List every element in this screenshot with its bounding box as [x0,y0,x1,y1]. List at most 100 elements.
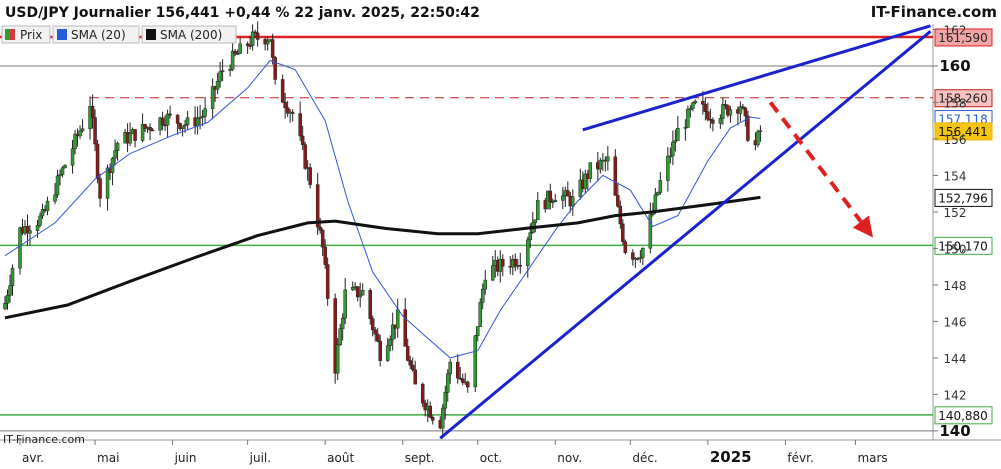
candle-body [255,32,260,40]
candle-body [658,180,663,193]
candle-body [403,309,407,347]
candle-body [98,178,102,199]
candle-body [583,173,588,189]
legend-swatch-prix-down [10,29,15,40]
candle-body [385,345,390,361]
sma200-line [4,195,761,320]
candle-body [553,200,558,203]
badge-box-1 [934,89,993,108]
candle-body [631,252,635,260]
candle-body [105,167,110,199]
candle-body [143,124,147,129]
candle-body [548,190,553,203]
candle-body [303,144,307,169]
candle-body [410,364,415,371]
candle-body [10,267,15,287]
candle-body [443,392,447,409]
legend-swatch-prix-up [5,29,10,40]
trendline-1 [582,24,931,132]
candle-body [481,288,485,303]
candle-body [285,107,290,114]
candle-body [395,309,400,329]
candle-body [430,417,435,421]
candle-body [228,68,232,71]
candle-body [160,117,165,126]
price-candles [3,21,763,439]
badge-label-3: 156,441 [938,125,988,139]
candle-body [448,361,452,375]
candle-body [325,264,330,299]
y-tick-label-140: 140 [939,422,970,440]
candle-body [571,196,575,207]
candle-body [723,104,728,106]
candle-body [738,106,743,114]
legend-label-prix: Prix [20,28,42,42]
y-tick-label-152: 152 [944,206,967,220]
candle-body [743,107,748,117]
candle-body [440,407,445,429]
candle-body [358,294,362,298]
candle-body [200,116,205,118]
y-tick-label-146: 146 [944,315,967,329]
candle-body [355,286,360,298]
candle-body [491,265,495,281]
candle-body [460,378,465,383]
y-tick-label-142: 142 [944,388,967,402]
candle-body [746,115,750,141]
brand-label: IT-Finance.com [871,3,997,21]
candle-body [133,129,137,141]
candle-body [741,106,745,109]
price-badges: 161,590158,260157,118156,441152,796150,1… [934,28,993,425]
badge-box-3 [934,122,993,141]
candle-body [163,124,167,127]
candle-body [230,50,235,70]
candle-body [248,45,252,47]
candle-body [70,148,75,166]
candle-body [408,360,412,366]
candle-body [350,287,355,291]
candle-body [140,124,145,141]
candle-body [5,294,10,304]
candle-body [73,133,77,149]
candle-body [245,43,250,46]
x-tick-label-7: nov. [557,451,582,465]
x-tick-label-9: 2025 [710,448,752,466]
candle-body [253,31,257,34]
candle-body [38,215,42,226]
candle-body [388,339,392,346]
candle-body [588,162,593,179]
candle-body [656,192,660,196]
candle-body [8,285,12,296]
y-tick-label-144: 144 [944,352,967,366]
legend-swatch-sma200 [146,29,156,40]
x-tick-label-1: mai [97,451,119,465]
candle-body [445,373,450,393]
x-tick-label-11: mars [857,451,887,465]
candle-body [368,290,372,319]
candle-body [273,57,277,80]
candle-body [390,324,395,340]
candle-body [693,100,698,104]
candle-body [195,117,200,127]
candle-body [598,160,603,170]
candle-body [413,369,417,385]
candle-body [513,258,518,267]
candle-body [478,302,483,327]
candle-body [373,329,377,335]
candle-body [671,141,675,157]
candle-body [526,239,530,266]
candle-body [218,71,222,82]
trendline-0 [439,30,932,440]
candle-body [420,383,425,404]
candle-body [283,102,287,109]
candle-body [63,165,67,169]
candle-body [320,229,325,248]
candle-body [616,195,620,207]
x-tick-label-6: oct. [480,451,502,465]
chart-grid [0,24,1001,441]
candle-body [318,226,322,231]
candle-body [185,117,190,125]
candle-body [706,111,710,120]
candle-body [621,223,625,242]
candle-body [623,241,628,253]
